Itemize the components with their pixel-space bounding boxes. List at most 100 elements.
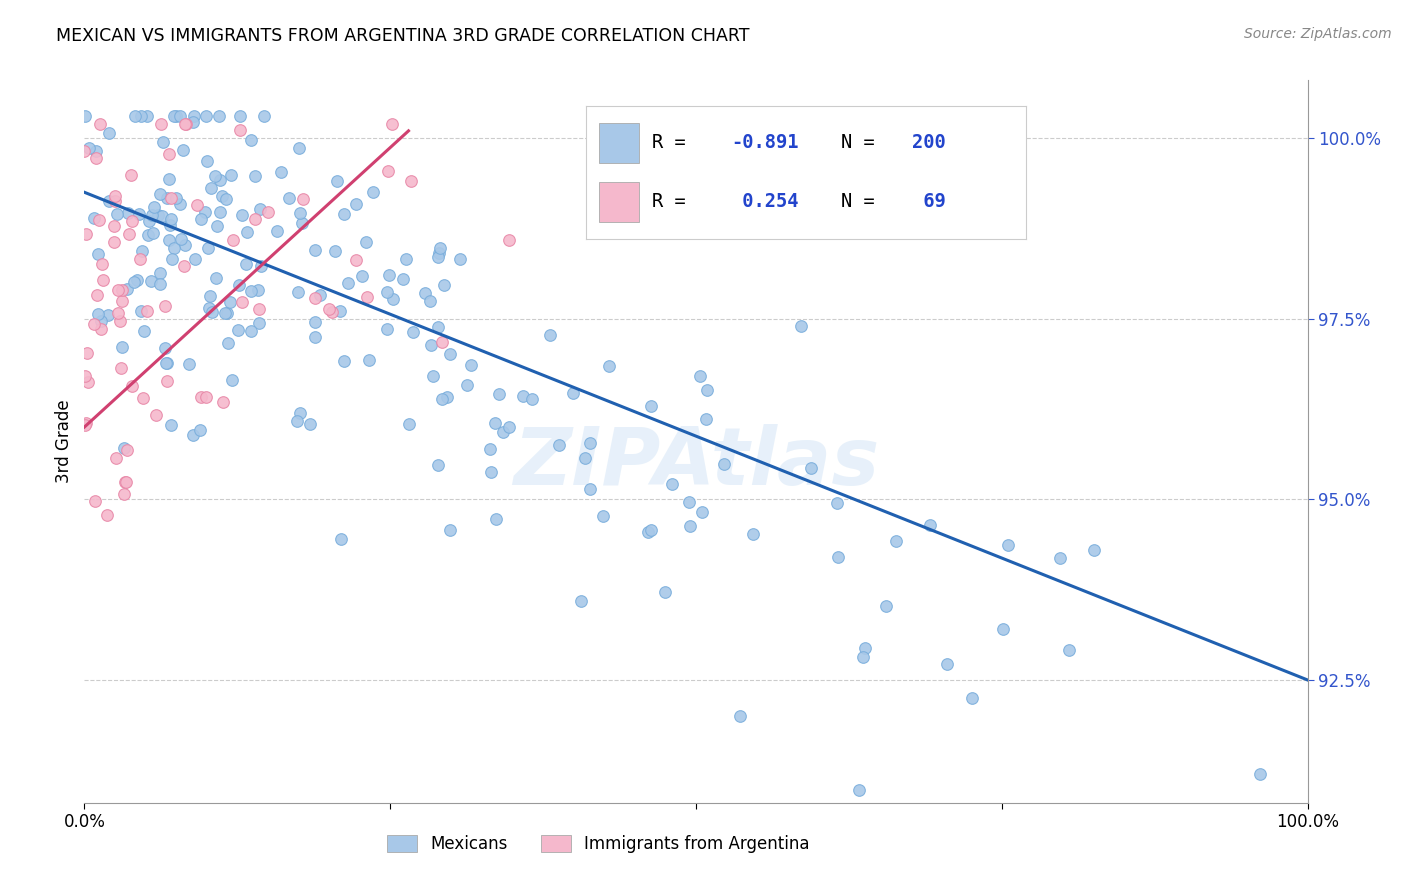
Point	[1249, 767, 1271, 781]
Point	[229, 122, 252, 136]
Point	[146, 208, 169, 222]
Point	[157, 172, 180, 186]
Point	[292, 192, 315, 206]
Point	[997, 538, 1019, 552]
Point	[165, 191, 187, 205]
Point	[156, 356, 179, 370]
Point	[87, 213, 110, 227]
Point	[181, 114, 204, 128]
Point	[287, 285, 309, 299]
Point	[195, 154, 218, 169]
Point	[75, 416, 97, 430]
Point	[420, 338, 443, 352]
Point	[217, 306, 239, 320]
Point	[152, 135, 174, 149]
Point	[399, 173, 422, 187]
Point	[679, 519, 702, 533]
Point	[430, 335, 453, 350]
Point	[198, 301, 221, 316]
Point	[391, 272, 413, 286]
Point	[141, 275, 163, 289]
Point	[174, 238, 197, 252]
Point	[83, 318, 105, 332]
Point	[150, 117, 173, 131]
Point	[114, 475, 136, 489]
Point	[153, 299, 176, 313]
Point	[174, 117, 197, 131]
Point	[800, 461, 823, 475]
Point	[346, 197, 368, 211]
Point	[150, 209, 173, 223]
Point	[1059, 643, 1081, 657]
Point	[243, 212, 266, 227]
Point	[574, 450, 596, 465]
Point	[108, 314, 131, 328]
Point	[173, 259, 195, 273]
Point	[211, 394, 233, 409]
Point	[122, 275, 145, 289]
Point	[427, 320, 450, 334]
Point	[181, 428, 204, 442]
Point	[84, 151, 107, 165]
Point	[304, 316, 326, 330]
Point	[884, 534, 907, 549]
Point	[117, 206, 139, 220]
Point	[73, 417, 96, 432]
Point	[149, 187, 172, 202]
Point	[1083, 543, 1105, 558]
Point	[240, 324, 263, 338]
Point	[479, 442, 502, 457]
Point	[413, 285, 436, 300]
Point	[198, 289, 221, 303]
Point	[190, 390, 212, 404]
Point	[173, 117, 195, 131]
Point	[221, 168, 243, 182]
Point	[250, 259, 273, 273]
Point	[231, 208, 253, 222]
Point	[107, 283, 129, 297]
Point	[380, 117, 402, 131]
Point	[936, 657, 959, 671]
Point	[97, 309, 120, 323]
Point	[579, 436, 602, 450]
Point	[288, 406, 311, 420]
Point	[163, 241, 186, 255]
Point	[127, 272, 149, 286]
Point	[318, 301, 340, 316]
Point	[129, 303, 152, 318]
Point	[132, 324, 155, 338]
Point	[253, 109, 276, 123]
Point	[1049, 550, 1071, 565]
Point	[201, 305, 224, 319]
Point	[169, 197, 191, 211]
Point	[214, 306, 236, 320]
Point	[205, 219, 228, 233]
Point	[155, 356, 177, 370]
Point	[520, 392, 543, 406]
Point	[240, 133, 263, 147]
Point	[75, 227, 97, 241]
Point	[346, 253, 368, 268]
Point	[247, 301, 270, 316]
Point	[200, 181, 222, 195]
Point	[159, 218, 181, 232]
Point	[231, 294, 253, 309]
Point	[498, 420, 520, 434]
Point	[354, 235, 377, 249]
Point	[309, 288, 332, 302]
Point	[484, 417, 506, 431]
Point	[350, 268, 373, 283]
Point	[169, 232, 191, 246]
Point	[246, 283, 269, 297]
Point	[138, 214, 160, 228]
Point	[236, 225, 259, 239]
Point	[377, 164, 399, 178]
Point	[160, 252, 183, 267]
Point	[159, 147, 181, 161]
Point	[538, 328, 561, 343]
Point	[73, 109, 96, 123]
Point	[498, 233, 520, 247]
Point	[288, 206, 311, 220]
Point	[395, 252, 418, 266]
Point	[194, 390, 217, 404]
